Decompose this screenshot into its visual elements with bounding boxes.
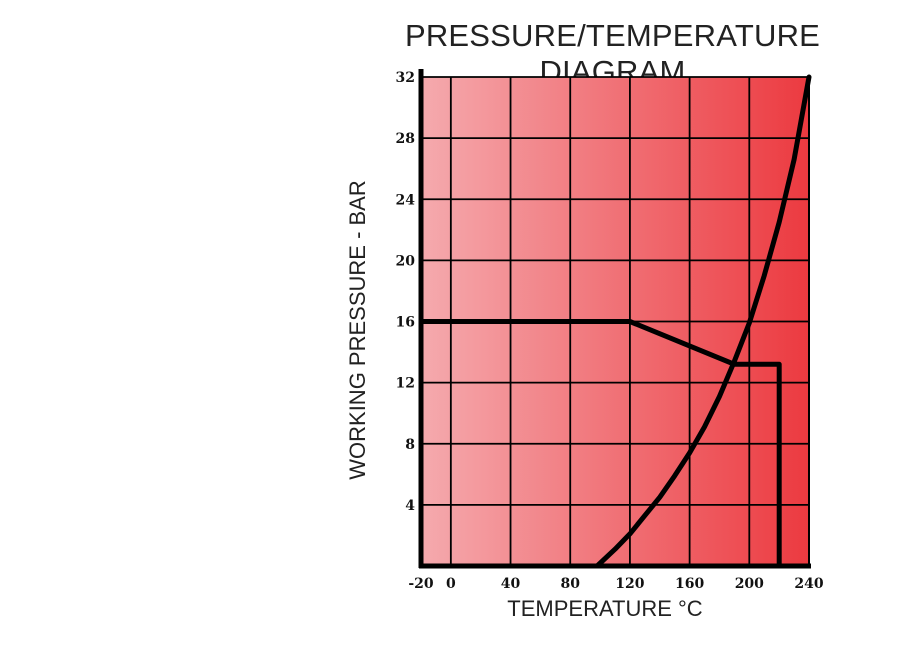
- x-tick-label: 240: [794, 576, 823, 592]
- x-tick-label: 160: [675, 576, 704, 592]
- x-tick-label: -20: [408, 576, 434, 592]
- axes: [418, 69, 811, 569]
- x-tick-label: 80: [560, 576, 580, 592]
- y-tick-label: 32: [396, 70, 415, 86]
- y-tick-label: 20: [396, 253, 416, 269]
- x-tick-label: 120: [615, 576, 644, 592]
- series-line-2: [594, 74, 812, 569]
- x-tick-label: 0: [446, 576, 456, 592]
- x-tick-label: 200: [735, 576, 764, 592]
- tick-labels: -20 0 40 80 120 160 200 240 4 8 12 16 20 24 28 32: [396, 70, 824, 592]
- y-tick-label: 4: [405, 498, 415, 514]
- x-tick-label: 40: [501, 576, 521, 592]
- y-tick-label: 28: [396, 131, 415, 147]
- y-tick-label: 8: [405, 437, 415, 453]
- series-layer: [418, 74, 812, 569]
- y-tick-label: 12: [396, 376, 415, 392]
- y-tick-label: 24: [396, 192, 416, 208]
- y-tick-label: 16: [396, 315, 415, 331]
- x-axis-label: TEMPERATURE °C: [507, 596, 703, 621]
- chart-title: PRESSURE/TEMPERATURE DIAGRAM: [404, 18, 821, 89]
